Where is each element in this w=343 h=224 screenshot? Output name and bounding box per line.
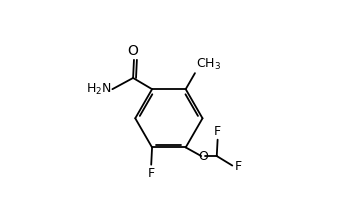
Text: O: O	[128, 44, 139, 58]
Text: CH$_3$: CH$_3$	[196, 57, 221, 72]
Text: F: F	[234, 160, 241, 173]
Text: F: F	[214, 125, 221, 138]
Text: F: F	[147, 167, 155, 180]
Text: H$_2$N: H$_2$N	[86, 82, 111, 97]
Text: O: O	[198, 150, 208, 164]
